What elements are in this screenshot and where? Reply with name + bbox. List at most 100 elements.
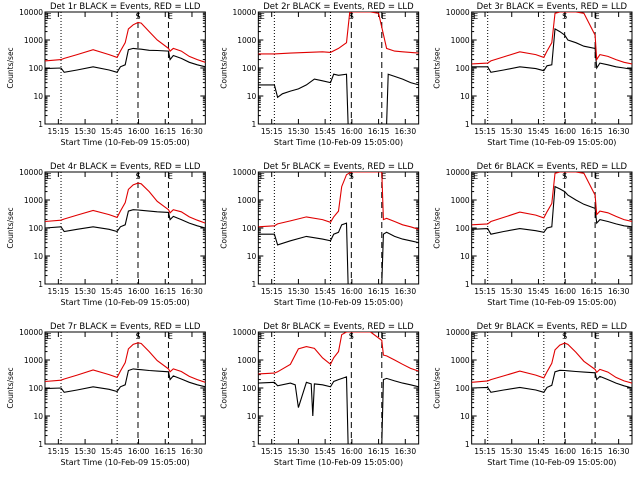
plot-frame	[44, 331, 206, 445]
plot-frame	[257, 11, 420, 125]
x-tick-label: 15:15	[474, 447, 496, 456]
x-tick-label: 16:15	[581, 287, 603, 296]
lld-series-line	[258, 12, 419, 55]
x-tick-label: 15:45	[528, 447, 550, 456]
corner-marker-label: E	[473, 172, 478, 181]
x-tick-label: 16:00	[554, 127, 576, 136]
x-tick-label: 16:15	[154, 287, 176, 296]
y-tick-label: 10	[33, 412, 43, 421]
x-tick-label: 15:15	[261, 287, 283, 296]
series-group	[471, 172, 632, 235]
x-tick-label: 15:30	[288, 127, 310, 136]
x-axis-title: Start Time (10-Feb-09 15:05:00)	[61, 138, 190, 147]
y-tick-label: 100	[29, 384, 44, 393]
x-axis-title: Start Time (10-Feb-09 15:05:00)	[61, 458, 190, 467]
x-tick-label: 16:15	[368, 287, 390, 296]
x-tick-label: 16:15	[581, 447, 603, 456]
plot-frame	[471, 171, 633, 285]
chart-title: Det 6r BLACK = Events, RED = LLD	[477, 162, 628, 172]
series-group	[258, 12, 419, 124]
lld-series-line	[258, 332, 419, 375]
corner-marker-label: E	[473, 12, 478, 21]
x-tick-label: 15:45	[101, 447, 123, 456]
y-tick-label: 10000	[232, 8, 256, 17]
y-tick-label: 1000	[237, 196, 256, 205]
y-tick-label: 1000	[24, 196, 43, 205]
start-marker-label: S	[349, 172, 354, 181]
y-axis-title: Counts/sec	[219, 367, 228, 408]
x-tick-label: 16:15	[368, 127, 390, 136]
events-series-line	[258, 73, 419, 124]
y-tick-label: 100	[455, 384, 470, 393]
x-axis-title: Start Time (10-Feb-09 15:05:00)	[61, 298, 190, 307]
y-tick-label: 100	[242, 384, 257, 393]
plot-frame	[257, 171, 420, 285]
y-tick-label: 10	[460, 92, 470, 101]
series-group	[258, 172, 419, 284]
y-axis-title: Counts/sec	[6, 207, 15, 248]
chart-title: Det 9r BLACK = Events, RED = LLD	[477, 322, 628, 332]
corner-marker-label: E	[46, 332, 51, 341]
corner-marker-label: E	[46, 12, 51, 21]
lld-series-line	[471, 12, 632, 65]
chart-title: Det 8r BLACK = Events, RED = LLD	[263, 322, 414, 332]
x-tick-label: 15:15	[48, 127, 70, 136]
x-tick-label: 16:00	[341, 447, 363, 456]
x-tick-label: 15:30	[501, 287, 523, 296]
x-tick-label: 15:45	[314, 127, 336, 136]
y-axis-title: Counts/sec	[433, 367, 442, 408]
chart-title: Det 7r BLACK = Events, RED = LLD	[50, 322, 201, 332]
end-marker-label: E	[168, 172, 173, 181]
y-tick-label: 1	[252, 120, 257, 129]
series-group	[471, 12, 632, 73]
events-series-line	[45, 47, 206, 73]
x-tick-label: 16:15	[581, 127, 603, 136]
y-tick-label: 10000	[232, 168, 256, 177]
x-tick-label: 16:30	[394, 127, 416, 136]
events-series-line	[471, 369, 632, 393]
y-tick-label: 10	[33, 252, 43, 261]
events-series-line	[258, 376, 419, 444]
y-axis-title: Counts/sec	[433, 47, 442, 88]
lld-series-line	[258, 172, 419, 230]
chart-title: Det 1r BLACK = Events, RED = LLD	[50, 2, 201, 12]
corner-marker-label: E	[473, 332, 478, 341]
series-group	[471, 342, 632, 393]
start-marker-label: S	[562, 332, 567, 341]
events-series-line	[258, 222, 419, 284]
x-tick-label: 15:15	[261, 447, 283, 456]
start-marker-label: S	[135, 332, 140, 341]
x-tick-label: 16:30	[181, 287, 203, 296]
end-marker-label: E	[595, 12, 600, 21]
y-tick-label: 10	[460, 412, 470, 421]
y-tick-label: 10000	[19, 168, 43, 177]
x-axis-title: Start Time (10-Feb-09 15:05:00)	[487, 298, 616, 307]
x-tick-label: 16:00	[128, 447, 150, 456]
y-tick-label: 1000	[237, 36, 256, 45]
x-axis-title: Start Time (10-Feb-09 15:05:00)	[274, 458, 403, 467]
x-tick-label: 15:45	[314, 287, 336, 296]
series-group	[45, 342, 206, 393]
x-tick-label: 15:30	[501, 127, 523, 136]
x-tick-label: 15:30	[501, 447, 523, 456]
x-tick-label: 16:15	[154, 127, 176, 136]
x-tick-label: 15:30	[74, 287, 96, 296]
y-tick-label: 100	[455, 224, 470, 233]
y-tick-label: 10	[247, 252, 257, 261]
x-tick-label: 15:15	[261, 127, 283, 136]
y-tick-label: 100	[29, 64, 44, 73]
y-tick-label: 1	[252, 440, 257, 449]
start-marker-label: S	[562, 12, 567, 21]
y-tick-label: 10000	[19, 328, 43, 337]
corner-marker-label: E	[46, 172, 51, 181]
x-tick-label: 15:45	[314, 447, 336, 456]
chart-title: Det 2r BLACK = Events, RED = LLD	[263, 2, 414, 12]
x-axis-title: Start Time (10-Feb-09 15:05:00)	[274, 298, 403, 307]
x-tick-label: 16:30	[608, 287, 630, 296]
end-marker-label: E	[595, 332, 600, 341]
y-tick-label: 1000	[451, 196, 470, 205]
